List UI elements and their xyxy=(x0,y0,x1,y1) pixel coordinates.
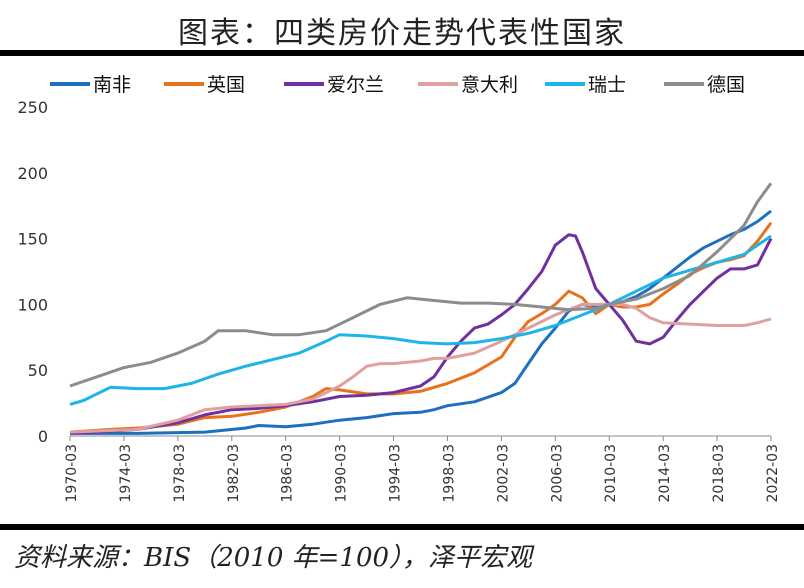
y-tick-label: 200 xyxy=(17,164,48,183)
legend-label-5: 德国 xyxy=(707,74,745,96)
legend-label-2: 爱尔兰 xyxy=(327,74,384,96)
series-line-0 xyxy=(70,209,772,435)
legend-label-4: 瑞士 xyxy=(588,74,626,96)
bottom-rule xyxy=(0,524,804,530)
legend-label-1: 英国 xyxy=(207,74,245,96)
top-rule xyxy=(0,50,804,56)
x-tick-label: 2010-03 xyxy=(603,444,619,503)
series-line-4 xyxy=(69,234,772,406)
chart-title: 图表：四类房价走势代表性国家 xyxy=(178,16,626,51)
legend-label-0: 南非 xyxy=(93,74,131,96)
x-tick-label: 2022-03 xyxy=(765,444,781,503)
x-tick-label: 1994-03 xyxy=(388,444,404,503)
x-tick-label: 2002-03 xyxy=(495,444,511,503)
x-tick-label: 1990-03 xyxy=(334,444,350,503)
series-line-2 xyxy=(69,233,773,435)
legend-label-3: 意大利 xyxy=(461,74,518,96)
x-tick-label: 1970-03 xyxy=(64,444,80,503)
x-tick-label: 1986-03 xyxy=(280,444,296,503)
x-tick-label: 2014-03 xyxy=(657,444,673,503)
x-tick-label: 1982-03 xyxy=(226,444,242,503)
y-tick-label: 0 xyxy=(38,427,48,446)
x-tick-label: 1974-03 xyxy=(118,444,134,503)
series-line-5 xyxy=(69,182,773,388)
y-tick-label: 150 xyxy=(17,230,48,249)
y-tick-label: 250 xyxy=(17,98,48,117)
x-tick-label: 2018-03 xyxy=(711,444,727,503)
series-line-3 xyxy=(69,302,772,434)
x-tick-label: 1998-03 xyxy=(441,444,457,503)
y-tick-label: 50 xyxy=(28,361,48,380)
source-note: 资料来源：BIS（2010 年=100），泽平宏观 xyxy=(14,543,533,573)
series-line-1 xyxy=(69,221,773,434)
y-tick-label: 100 xyxy=(17,295,48,314)
x-tick-label: 2006-03 xyxy=(549,444,565,503)
x-tick-label: 1978-03 xyxy=(172,444,188,503)
